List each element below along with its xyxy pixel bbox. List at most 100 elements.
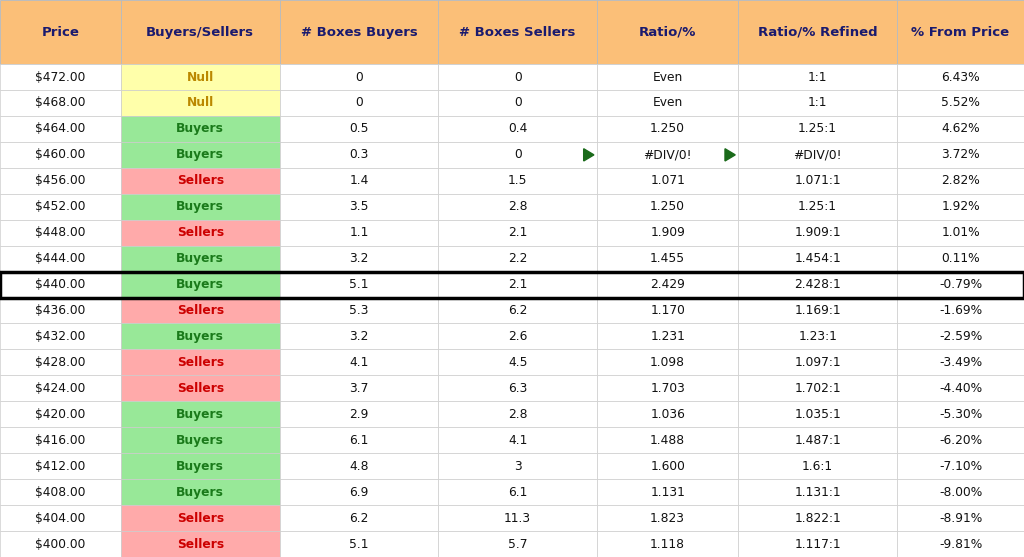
- Bar: [897, 246, 1024, 272]
- Bar: [121, 324, 280, 349]
- Text: 1.170: 1.170: [650, 304, 685, 317]
- Bar: [0, 324, 121, 349]
- Bar: [738, 219, 897, 246]
- Text: 0.5: 0.5: [349, 123, 369, 135]
- Text: 6.9: 6.9: [349, 486, 369, 499]
- Bar: [121, 272, 280, 297]
- Bar: [0, 297, 121, 324]
- Bar: [597, 453, 738, 479]
- Bar: [438, 246, 597, 272]
- Bar: [280, 297, 438, 324]
- Bar: [0, 194, 121, 219]
- Bar: [897, 402, 1024, 427]
- Bar: [280, 0, 438, 64]
- Bar: [280, 194, 438, 219]
- Bar: [597, 479, 738, 505]
- Bar: [738, 479, 897, 505]
- Bar: [280, 453, 438, 479]
- Bar: [438, 64, 597, 90]
- Text: 1.250: 1.250: [650, 201, 685, 213]
- Bar: [0, 272, 1024, 297]
- Bar: [438, 116, 597, 142]
- Text: Sellers: Sellers: [176, 511, 224, 525]
- Text: 1.071:1: 1.071:1: [795, 174, 841, 187]
- Bar: [121, 246, 280, 272]
- Bar: [121, 453, 280, 479]
- Bar: [738, 531, 897, 557]
- Text: 6.3: 6.3: [508, 382, 527, 395]
- Text: 0: 0: [355, 96, 362, 110]
- Bar: [438, 272, 597, 297]
- Bar: [0, 349, 121, 375]
- Bar: [738, 505, 897, 531]
- Text: 1.231: 1.231: [650, 330, 685, 343]
- Text: Sellers: Sellers: [176, 382, 224, 395]
- Bar: [438, 531, 597, 557]
- Bar: [597, 427, 738, 453]
- Bar: [597, 90, 738, 116]
- Bar: [121, 0, 280, 64]
- Text: Buyers: Buyers: [176, 408, 224, 421]
- Bar: [897, 349, 1024, 375]
- Bar: [438, 142, 597, 168]
- Text: 5.1: 5.1: [349, 538, 369, 550]
- Bar: [597, 246, 738, 272]
- Bar: [597, 64, 738, 90]
- Bar: [438, 427, 597, 453]
- Text: -8.00%: -8.00%: [939, 486, 982, 499]
- Bar: [121, 531, 280, 557]
- Text: $460.00: $460.00: [35, 148, 86, 162]
- Text: 1.25:1: 1.25:1: [798, 123, 838, 135]
- Text: 1.823: 1.823: [650, 511, 685, 525]
- Bar: [897, 194, 1024, 219]
- Text: 1.4: 1.4: [349, 174, 369, 187]
- Text: 0: 0: [355, 71, 362, 84]
- Bar: [121, 219, 280, 246]
- Text: $428.00: $428.00: [35, 356, 86, 369]
- Text: Buyers: Buyers: [176, 201, 224, 213]
- Bar: [280, 246, 438, 272]
- Text: 0: 0: [514, 96, 521, 110]
- Bar: [0, 0, 121, 64]
- Bar: [438, 297, 597, 324]
- Bar: [438, 402, 597, 427]
- Text: $448.00: $448.00: [35, 226, 86, 239]
- Bar: [280, 505, 438, 531]
- Text: 1.822:1: 1.822:1: [795, 511, 841, 525]
- Text: 1.909:1: 1.909:1: [795, 226, 841, 239]
- Bar: [897, 219, 1024, 246]
- Bar: [897, 531, 1024, 557]
- Text: 1.6:1: 1.6:1: [802, 460, 834, 473]
- Text: 0.3: 0.3: [349, 148, 369, 162]
- Text: Sellers: Sellers: [176, 538, 224, 550]
- Bar: [280, 116, 438, 142]
- Bar: [897, 479, 1024, 505]
- Bar: [438, 90, 597, 116]
- Bar: [0, 90, 121, 116]
- Text: $404.00: $404.00: [35, 511, 86, 525]
- Bar: [121, 402, 280, 427]
- Text: Buyers: Buyers: [176, 330, 224, 343]
- Text: 2.1: 2.1: [508, 278, 527, 291]
- Bar: [0, 168, 121, 194]
- Text: $408.00: $408.00: [35, 486, 86, 499]
- Text: 0.4: 0.4: [508, 123, 527, 135]
- Text: 3.72%: 3.72%: [941, 148, 980, 162]
- Polygon shape: [584, 149, 594, 161]
- Bar: [121, 194, 280, 219]
- Text: 5.52%: 5.52%: [941, 96, 980, 110]
- Bar: [738, 324, 897, 349]
- Text: 1.703: 1.703: [650, 382, 685, 395]
- Text: 2.2: 2.2: [508, 252, 527, 265]
- Bar: [438, 505, 597, 531]
- Bar: [438, 349, 597, 375]
- Text: % From Price: % From Price: [911, 26, 1010, 38]
- Text: 6.1: 6.1: [349, 434, 369, 447]
- Bar: [438, 168, 597, 194]
- Text: Even: Even: [652, 71, 683, 84]
- Bar: [280, 142, 438, 168]
- Bar: [897, 324, 1024, 349]
- Bar: [121, 427, 280, 453]
- Text: $412.00: $412.00: [35, 460, 86, 473]
- Text: $464.00: $464.00: [35, 123, 86, 135]
